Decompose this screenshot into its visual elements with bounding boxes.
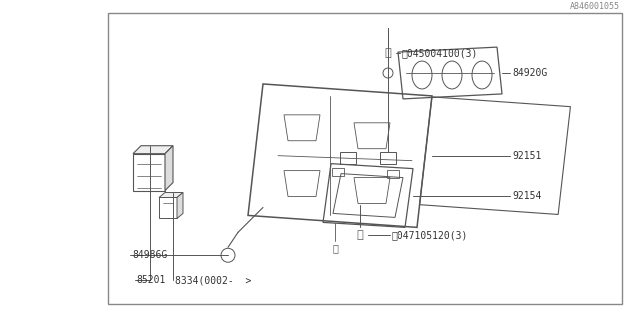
Text: 8334(0002-  >: 8334(0002- > <box>175 275 252 285</box>
Text: Ⓢ: Ⓢ <box>332 243 338 253</box>
Bar <box>108 13 622 304</box>
Bar <box>332 168 344 176</box>
Text: 85201: 85201 <box>136 275 165 285</box>
Polygon shape <box>165 146 173 190</box>
Text: Ⓢ: Ⓢ <box>385 48 392 58</box>
Text: Ⓢ047105120(3): Ⓢ047105120(3) <box>392 230 468 240</box>
Text: Ⓢ045004100(3): Ⓢ045004100(3) <box>401 48 477 58</box>
Polygon shape <box>159 193 183 197</box>
Polygon shape <box>133 146 173 154</box>
Bar <box>340 152 356 164</box>
Text: 92154: 92154 <box>512 190 541 201</box>
Text: A846001055: A846001055 <box>570 2 620 11</box>
Text: 84986G: 84986G <box>132 250 167 260</box>
Bar <box>387 170 399 178</box>
Text: 84920G: 84920G <box>512 68 547 78</box>
Polygon shape <box>177 193 183 219</box>
Bar <box>380 152 396 164</box>
Text: 92151: 92151 <box>512 151 541 161</box>
Text: Ⓢ: Ⓢ <box>356 230 364 240</box>
